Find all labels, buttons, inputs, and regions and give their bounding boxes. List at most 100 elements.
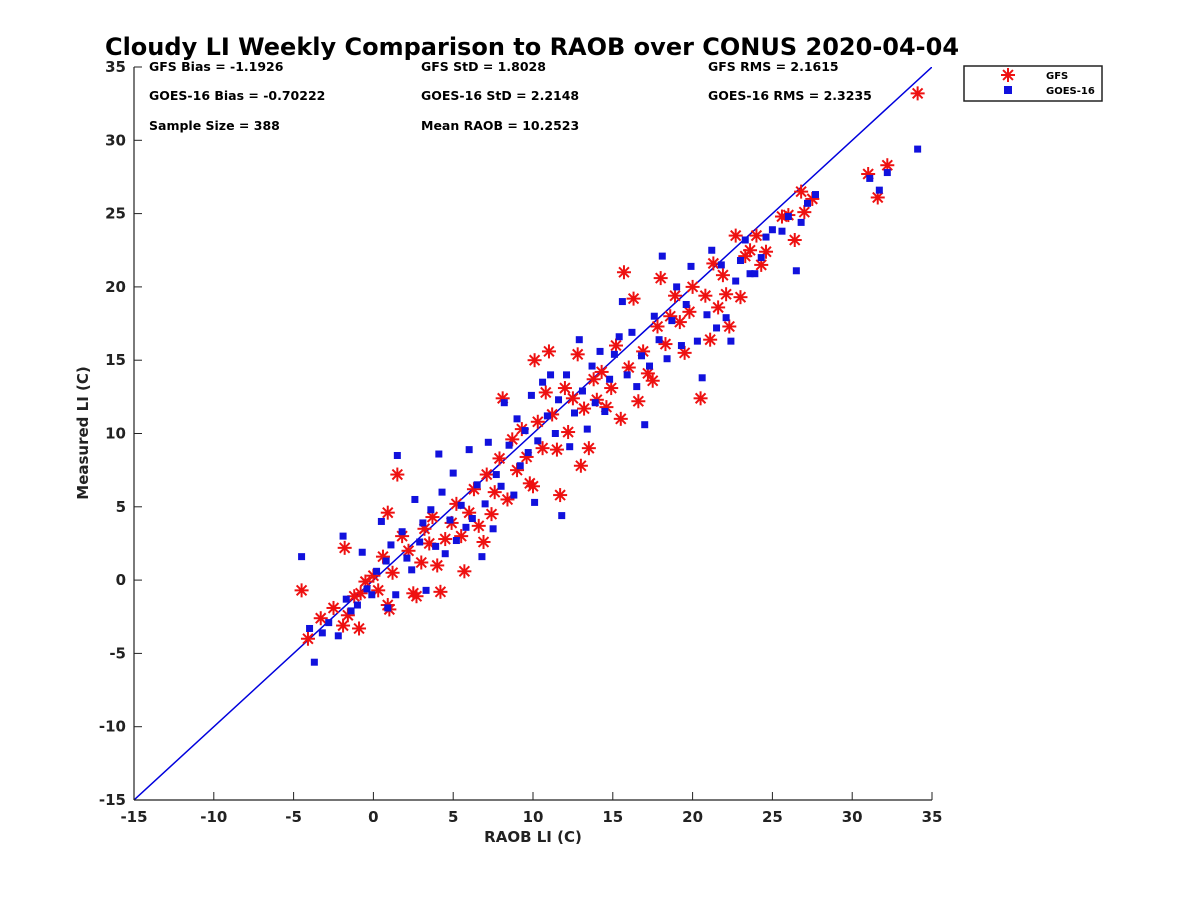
gfs-point — [425, 510, 440, 525]
gfs-std-annotation: GFS StD = 1.8028 — [421, 59, 546, 74]
goes16-point — [510, 491, 518, 499]
gfs-point — [371, 583, 386, 598]
goes16-point — [363, 585, 371, 593]
gfs-point — [703, 332, 718, 347]
goes16-point — [446, 516, 454, 524]
gfs-point — [608, 338, 623, 353]
goes16-point — [489, 525, 497, 533]
goes16-point — [531, 498, 539, 506]
y-tick-label: 30 — [105, 131, 126, 149]
gfs-point — [375, 549, 390, 564]
gfs-point — [749, 228, 764, 243]
x-tick-label: 25 — [762, 808, 783, 826]
gfs-rms-annotation: GFS RMS = 2.1615 — [708, 59, 839, 74]
goes16-point — [638, 352, 646, 360]
gfs-point — [326, 600, 341, 615]
x-tick-label: 15 — [602, 808, 623, 826]
goes16-point — [438, 488, 446, 496]
goes16-point — [708, 246, 716, 254]
goes16-point — [682, 300, 690, 308]
legend-gfs-asterisk — [1001, 68, 1015, 82]
goes16-point — [883, 169, 891, 177]
gfs-point — [430, 558, 445, 573]
x-tick-label: -5 — [285, 808, 302, 826]
gfs-point — [787, 232, 802, 247]
goes16-point — [646, 362, 654, 370]
goes16-point — [736, 257, 744, 265]
goes16-point — [403, 554, 411, 562]
legend-goes16-marker — [1004, 86, 1012, 94]
gfs-point — [557, 381, 572, 396]
goes16-point — [539, 378, 547, 386]
goes16-point — [751, 270, 759, 278]
x-tick-label: 30 — [842, 808, 863, 826]
goes16-point — [462, 523, 470, 531]
goes16-point — [558, 512, 566, 520]
y-axis-label: Measured LI (C) — [74, 366, 92, 499]
y-tick-label: 5 — [116, 498, 126, 516]
goes16-point — [713, 324, 721, 332]
goes16-point — [792, 267, 800, 275]
goes16-point — [601, 408, 609, 416]
goes16-point — [484, 438, 492, 446]
goes16-point — [373, 567, 381, 575]
goes16-point — [762, 233, 770, 241]
goes16-point — [618, 298, 626, 306]
gfs-point — [722, 319, 737, 334]
gfs-bias-annotation: GFS Bias = -1.1926 — [149, 59, 284, 74]
gfs-point — [380, 505, 395, 520]
goes16-point — [655, 336, 663, 344]
goes16-point — [668, 317, 676, 325]
goes16-point — [623, 371, 631, 379]
gfs-point — [541, 344, 556, 359]
sample-size-annotation: Sample Size = 388 — [149, 118, 280, 133]
goes16-point — [693, 337, 701, 345]
legend-gfs-marker — [1001, 68, 1015, 82]
goes16-point — [325, 619, 333, 627]
goes16-point — [534, 437, 542, 445]
gfs-point — [500, 492, 515, 507]
goes16-point — [432, 542, 440, 550]
gfs-point — [433, 584, 448, 599]
mean-raob-annotation: Mean RAOB = 10.2523 — [421, 118, 579, 133]
gfs-point — [728, 228, 743, 243]
gfs-point — [438, 532, 453, 547]
goes16-point — [687, 262, 695, 270]
goes16-point — [746, 270, 754, 278]
goes16-point — [615, 333, 623, 341]
goes16-point — [591, 399, 599, 407]
goes16-point — [353, 601, 361, 609]
goes16-point — [588, 362, 596, 370]
y-tick-label: -5 — [109, 644, 126, 662]
goes16-point — [449, 469, 457, 477]
goes16-point — [570, 409, 578, 417]
goes16-point — [377, 517, 385, 525]
goes16-point — [804, 199, 812, 207]
goes16-point — [347, 607, 355, 615]
goes16-point — [334, 632, 342, 640]
y-tick-label: 20 — [105, 278, 126, 296]
goes16-point — [427, 506, 435, 514]
goes16-point — [914, 145, 922, 153]
legend-box — [963, 65, 1103, 102]
goes16-point — [641, 421, 649, 429]
goes16-point — [441, 550, 449, 558]
goes16-point — [610, 350, 618, 358]
gfs-point — [337, 540, 352, 555]
gfs-point — [668, 288, 683, 303]
goes16-point — [677, 342, 685, 350]
gfs-point — [385, 565, 400, 580]
gfs-point — [604, 381, 619, 396]
x-tick-label: 35 — [922, 808, 943, 826]
y-tick-label: 35 — [105, 58, 126, 76]
y-tick-label: 25 — [105, 205, 126, 223]
goes16-point — [468, 515, 476, 523]
goes16-point — [419, 519, 427, 527]
x-tick-label: 0 — [368, 808, 378, 826]
goes16-point — [521, 427, 529, 435]
goes16-point — [741, 236, 749, 244]
goes16-point — [481, 500, 489, 508]
goes16-point — [318, 629, 326, 637]
goes16-std-annotation: GOES-16 StD = 2.2148 — [421, 88, 579, 103]
